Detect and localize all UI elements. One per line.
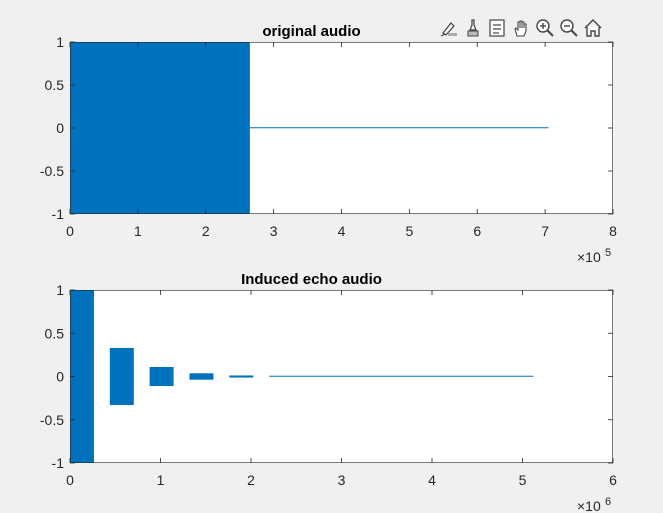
y-tick-label: -0.5: [40, 412, 64, 428]
brush-icon: [440, 22, 457, 37]
x-tick-label: 1: [134, 223, 142, 239]
x-exponent-power: 6: [605, 496, 611, 508]
waveform-segment: [229, 375, 254, 378]
x-exponent-label: ×10: [577, 249, 601, 265]
waveform-segment: [269, 375, 534, 377]
y-tick-label: -1: [52, 455, 65, 471]
x-tick-label: 1: [157, 472, 165, 488]
zoom-in-icon: [536, 19, 554, 37]
x-tick-label: 3: [270, 223, 278, 239]
pan-button[interactable]: [510, 17, 532, 39]
y-tick-label: -0.5: [40, 163, 64, 179]
waveform-segment: [70, 290, 94, 463]
insert-colorbar-icon: [467, 19, 479, 37]
axes-original-audio[interactable]: 0 1 2 3 4 5 6 7 8 1 0.5 0 -0.5 -1 original audio ×10 5: [40, 23, 617, 265]
y-tick-label: -1: [52, 206, 65, 222]
insert-colorbar-button[interactable]: [462, 17, 484, 39]
waveform-segment: [189, 373, 214, 380]
zoom-out-icon: [560, 19, 578, 37]
home-icon: [584, 19, 602, 37]
x-tick-label: 6: [473, 223, 481, 239]
y-tick-label: 0.5: [45, 77, 65, 93]
x-exponent-label: ×10: [577, 498, 601, 513]
x-tick-label: 5: [405, 223, 413, 239]
chart-title: original audio: [262, 23, 360, 40]
x-tick-label: 4: [338, 223, 346, 239]
y-tick-label: 0: [56, 369, 64, 385]
waveform-segment: [149, 366, 174, 387]
zoom-in-button[interactable]: [534, 17, 556, 39]
axes-induced-echo-audio[interactable]: 0 1 2 3 4 5 6 1 0.5 0 -0.5 -1 Induced echo audio ×10 6: [40, 271, 617, 513]
restore-view-button[interactable]: [582, 17, 604, 39]
x-tick-label: 7: [541, 223, 549, 239]
x-tick-label: 0: [66, 472, 74, 488]
y-tick-label: 1: [56, 34, 64, 50]
y-tick-label: 0: [56, 120, 64, 136]
x-tick-label: 3: [338, 472, 346, 488]
axes-toolbar: [438, 16, 604, 40]
x-tick-label: 2: [247, 472, 255, 488]
x-tick-label: 0: [66, 223, 74, 239]
pan-hand-icon: [514, 20, 527, 37]
waveform-segment: [109, 347, 134, 406]
insert-legend-button[interactable]: [486, 17, 508, 39]
x-tick-label: 5: [519, 472, 527, 488]
y-tick-label: 1: [56, 282, 64, 298]
brush-tool-button[interactable]: [438, 17, 460, 39]
insert-legend-icon: [489, 19, 505, 37]
zoom-out-button[interactable]: [558, 17, 580, 39]
x-tick-label: 4: [428, 472, 436, 488]
x-tick-label: 6: [609, 472, 617, 488]
chart-title: Induced echo audio: [241, 271, 382, 288]
y-tick-label: 0.5: [45, 325, 65, 341]
x-tick-label: 8: [609, 223, 617, 239]
x-exponent-power: 5: [605, 247, 611, 259]
waveform-segment: [249, 127, 549, 129]
x-tick-label: 2: [202, 223, 210, 239]
waveform-segment: [70, 42, 250, 214]
